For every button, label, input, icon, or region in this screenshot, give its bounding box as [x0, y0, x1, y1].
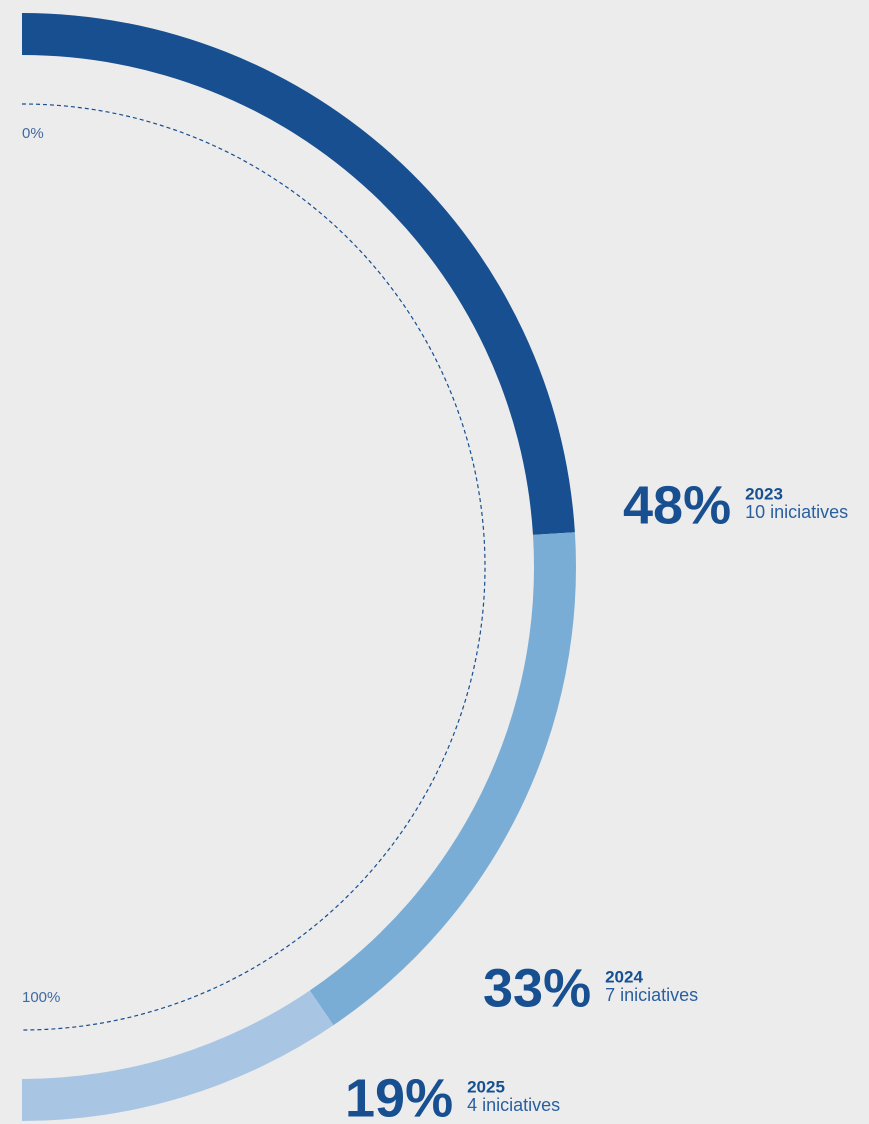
segment	[22, 13, 575, 535]
tick-label: 0%	[22, 125, 44, 142]
segment	[22, 990, 334, 1121]
year-label: 2023	[745, 484, 783, 503]
year-label: 2025	[467, 1077, 505, 1096]
tick-label: 100%	[22, 989, 60, 1006]
value-label: 48%	[623, 475, 731, 535]
segment	[309, 532, 576, 1026]
year-label: 2024	[605, 967, 643, 986]
value-label: 19%	[345, 1068, 453, 1124]
guide-arc	[21, 103, 486, 1031]
detail-label: 4 iniciatives	[467, 1095, 560, 1115]
value-label: 33%	[483, 958, 591, 1018]
detail-label: 10 iniciatives	[745, 502, 848, 522]
detail-label: 7 iniciatives	[605, 985, 698, 1005]
